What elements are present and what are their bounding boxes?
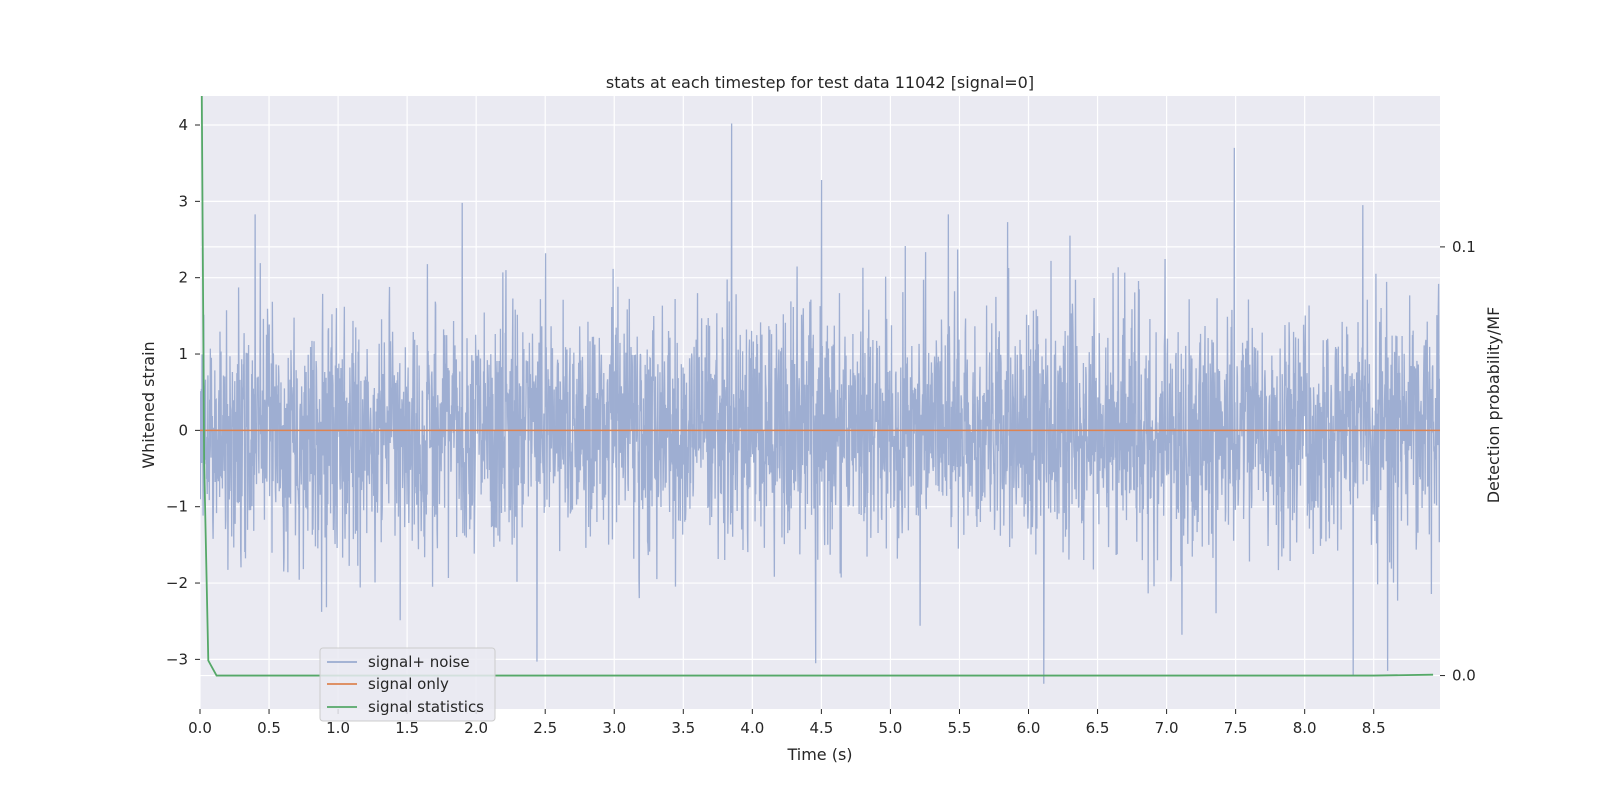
- x-tick-label: 6.0: [1017, 719, 1041, 737]
- y-tick-label: −3: [166, 650, 188, 668]
- x-tick-label: 4.0: [740, 719, 764, 737]
- x-tick-label: 7.5: [1224, 719, 1248, 737]
- x-tick-label: 7.0: [1155, 719, 1179, 737]
- y2-tick-label: 0.1: [1452, 238, 1476, 256]
- series-signal-noise-line: [200, 123, 1440, 684]
- y2-axis-title: Detection probability/MF: [1484, 307, 1503, 504]
- x-tick-label: 3.0: [602, 719, 626, 737]
- y-tick-label: 1: [178, 345, 188, 363]
- legend-label-signal-noise: signal+ noise: [368, 653, 470, 671]
- x-tick-label: 4.5: [809, 719, 833, 737]
- x-axis-title: Time (s): [786, 745, 852, 764]
- x-tick-label: 1.0: [326, 719, 350, 737]
- y-tick-label: −1: [166, 498, 188, 516]
- x-tick-label: 2.0: [464, 719, 488, 737]
- x-tick-label: 0.0: [188, 719, 212, 737]
- x-tick-label: 2.5: [533, 719, 557, 737]
- tick-labels: 0.0 0.5 1.0 1.5 2.0 2.5 3.0 3.5 4.0 4.5 5.0 5.5 6.0 6…: [166, 116, 1476, 737]
- chart-title: stats at each timestep for test data 110…: [606, 73, 1034, 92]
- legend-box: [319, 647, 496, 722]
- series-signal-statistics-line: [200, 96, 1434, 677]
- x-tick-label: 3.5: [671, 719, 695, 737]
- y-tick-label: 0: [178, 421, 188, 439]
- y-axis-title: Whitened strain: [139, 341, 158, 468]
- legend-label-signal-statistics: signal statistics: [368, 698, 484, 716]
- x-tick-label: 5.0: [878, 719, 902, 737]
- series-layer: [200, 96, 1440, 684]
- x-tick-label: 1.5: [395, 719, 419, 737]
- x-tick-label: 5.5: [948, 719, 972, 737]
- x-tick-label: 8.0: [1293, 719, 1317, 737]
- legend: signal+ noise signal only signal statist…: [319, 647, 496, 722]
- y2-tick-label: 0.0: [1452, 667, 1476, 685]
- y-tick-label: 4: [178, 116, 188, 134]
- y-tick-label: 3: [178, 192, 188, 210]
- x-tick-label: 0.5: [257, 719, 281, 737]
- y-tick-label: −2: [166, 574, 188, 592]
- x-tick-label: 8.5: [1362, 719, 1386, 737]
- y-tick-label: 2: [178, 269, 188, 287]
- x-tick-label: 6.5: [1086, 719, 1110, 737]
- legend-label-signal-only: signal only: [368, 675, 449, 693]
